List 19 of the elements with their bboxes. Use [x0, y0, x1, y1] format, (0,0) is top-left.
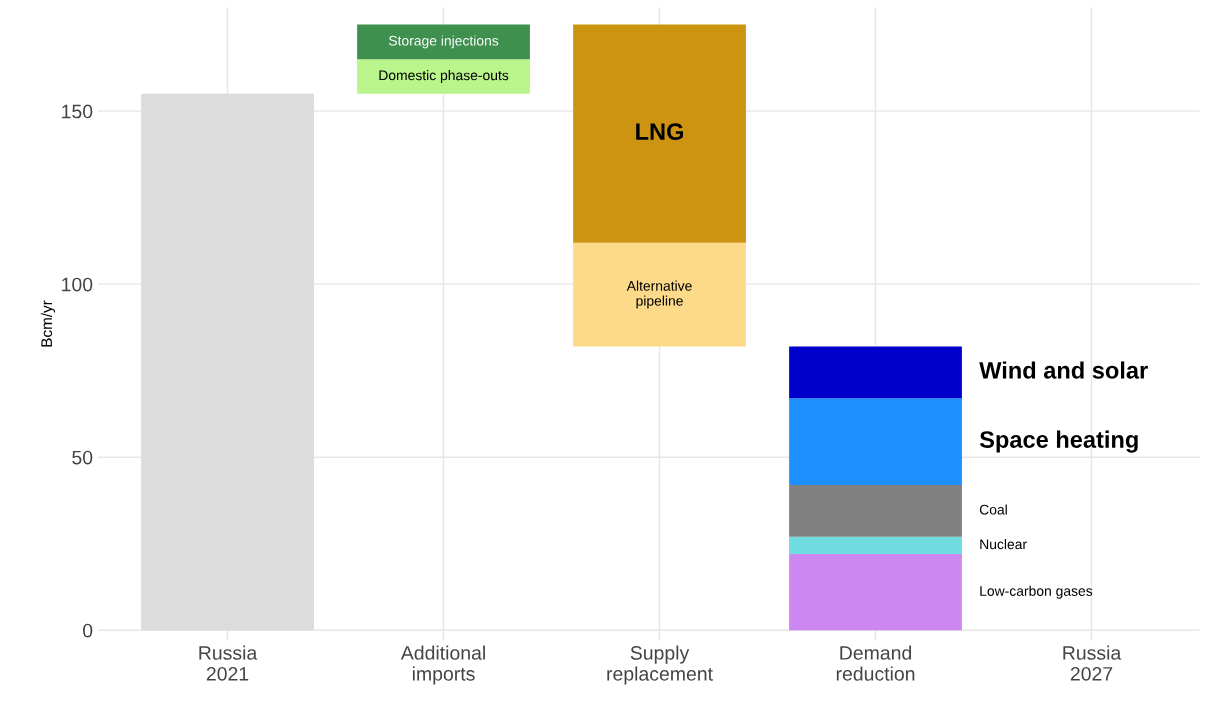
y-axis-title: Bcm/yr [40, 300, 56, 347]
y-tick-label: 150 [62, 104, 93, 119]
x-tick-label: Russia 2027 [1063, 645, 1122, 681]
series-label: Storage injections [388, 35, 499, 49]
series-label: Space heating [979, 430, 1138, 453]
series-label: Wind and solar [979, 361, 1148, 379]
series-label: LNG [636, 123, 683, 140]
x-tick-label: Demand reduction [836, 645, 915, 681]
x-tick-label: Additional imports [400, 645, 485, 685]
series-label: Nuclear [980, 538, 1027, 550]
series-label: Coal [979, 504, 1007, 515]
y-tick-label: 50 [72, 450, 93, 465]
series-label: Alternative pipeline [626, 280, 692, 309]
series-label: Domestic phase-outs [379, 70, 509, 83]
x-tick-label: Supply replacement [607, 645, 713, 685]
series-label: Low-carbon gases [980, 585, 1093, 599]
x-tick-label: Russia 2021 [199, 645, 258, 681]
y-tick-label: 0 [83, 623, 93, 638]
y-tick-label: 100 [62, 277, 93, 292]
